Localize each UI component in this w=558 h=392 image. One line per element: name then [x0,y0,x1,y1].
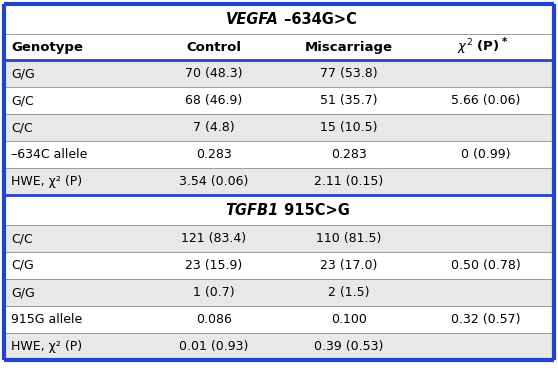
Text: 915G allele: 915G allele [11,313,82,326]
Text: 0.283: 0.283 [196,148,232,161]
Text: 0.086: 0.086 [196,313,232,326]
Text: HWE, χ² (P): HWE, χ² (P) [11,340,82,353]
Text: 0.32 (0.57): 0.32 (0.57) [451,313,521,326]
Bar [4,252,554,279]
Text: 3.54 (0.06): 3.54 (0.06) [179,175,249,188]
Text: C/C: C/C [11,232,33,245]
Text: 70 (48.3): 70 (48.3) [185,67,243,80]
Text: Miscarriage: Miscarriage [305,40,393,53]
Text: 2.11 (0.15): 2.11 (0.15) [314,175,384,188]
Text: 0.283: 0.283 [331,148,367,161]
Text: 23 (17.0): 23 (17.0) [320,259,378,272]
Text: VEGFA: VEGFA [226,11,279,27]
Bar [4,87,554,114]
Text: 5.66 (0.06): 5.66 (0.06) [451,94,521,107]
Text: –634G>C: –634G>C [279,11,357,27]
Text: C/C: C/C [11,121,33,134]
Text: 915C>G: 915C>G [279,203,350,218]
Text: 0.39 (0.53): 0.39 (0.53) [314,340,384,353]
Bar [4,225,554,252]
Text: Genotype: Genotype [11,40,83,53]
Text: 0.100: 0.100 [331,313,367,326]
Bar [4,114,554,141]
Text: –634C allele: –634C allele [11,148,88,161]
Text: TGFB1: TGFB1 [226,203,279,218]
Text: 121 (83.4): 121 (83.4) [181,232,247,245]
Bar [4,60,554,87]
Bar [4,168,554,195]
Bar [4,306,554,333]
Bar [4,279,554,306]
Text: 1 (0.7): 1 (0.7) [193,286,235,299]
Text: 51 (35.7): 51 (35.7) [320,94,378,107]
Text: 23 (15.9): 23 (15.9) [185,259,243,272]
Text: Control: Control [186,40,242,53]
Text: *: * [502,37,508,47]
Text: G/G: G/G [11,67,35,80]
Text: 68 (46.9): 68 (46.9) [185,94,243,107]
Bar [4,141,554,168]
Text: 0.01 (0.93): 0.01 (0.93) [179,340,249,353]
Text: 2 (1.5): 2 (1.5) [328,286,370,299]
Text: 15 (10.5): 15 (10.5) [320,121,378,134]
Text: 0 (0.99): 0 (0.99) [461,148,511,161]
Text: G/C: G/C [11,94,33,107]
Text: G/G: G/G [11,286,35,299]
Text: HWE, χ² (P): HWE, χ² (P) [11,175,82,188]
Text: C/G: C/G [11,259,33,272]
Text: 110 (81.5): 110 (81.5) [316,232,382,245]
Text: 0.50 (0.78): 0.50 (0.78) [451,259,521,272]
Text: 77 (53.8): 77 (53.8) [320,67,378,80]
Bar [4,333,554,360]
Text: $\chi^2$ (P): $\chi^2$ (P) [456,37,499,57]
Text: 7 (4.8): 7 (4.8) [193,121,235,134]
